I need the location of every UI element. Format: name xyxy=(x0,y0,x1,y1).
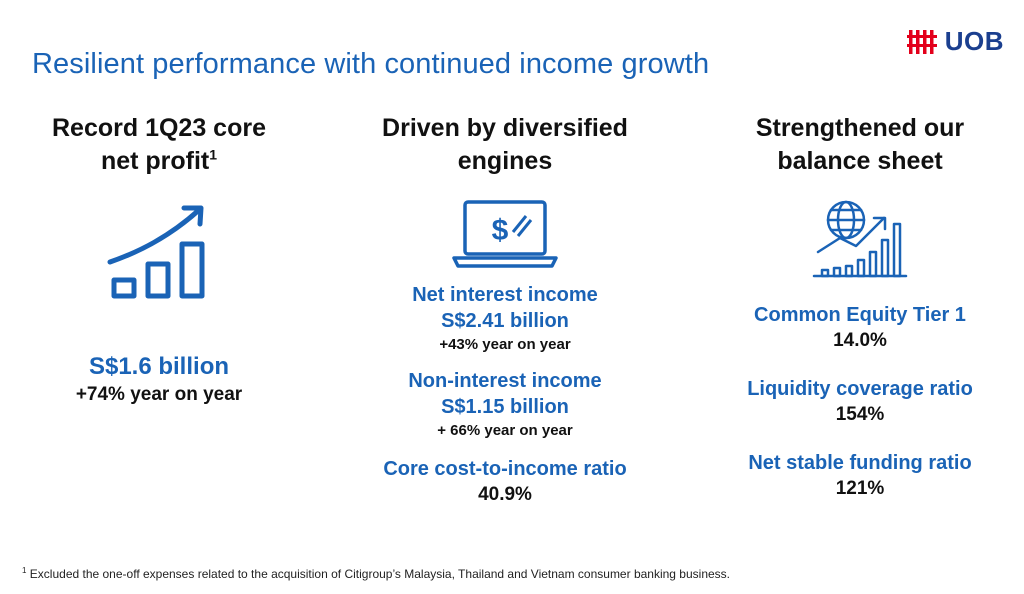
nsfr-label: Net stable funding ratio xyxy=(748,452,972,474)
balance-sheet-heading-line2: balance sheet xyxy=(777,147,943,175)
profit-column: Record 1Q23 core net profit1 S$1.6 billi… xyxy=(20,112,298,408)
logo-text: UOB xyxy=(944,26,1004,56)
non-interest-income-change: + 66% year on year xyxy=(437,422,573,439)
profit-heading-line1: Record 1Q23 core xyxy=(52,114,266,142)
lcr-value: 154% xyxy=(835,404,885,425)
non-interest-income-label: Non-interest income xyxy=(408,370,602,392)
uob-logo: UOB xyxy=(906,26,1004,57)
cet1-value: 14.0% xyxy=(833,330,887,351)
profit-heading-line2: net profit xyxy=(100,147,210,175)
engines-heading-line2: engines xyxy=(457,147,553,175)
profit-heading: Record 1Q23 core net profit1 xyxy=(20,112,298,178)
cost-income-ratio-value: 40.9% xyxy=(478,484,532,505)
cet1-label: Common Equity Tier 1 xyxy=(754,304,966,326)
balance-sheet-heading-line1: Strengthened our xyxy=(755,114,965,142)
metric-block: Core cost-to-income ratio 40.9% xyxy=(355,456,655,508)
non-interest-income-value: S$1.15 billion xyxy=(441,396,569,418)
globe-chart-icon xyxy=(812,200,908,278)
laptop-dollar-icon: $ xyxy=(452,200,558,268)
balance-sheet-heading: Strengthened our balance sheet xyxy=(715,112,1005,178)
net-interest-income-label: Net interest income xyxy=(412,284,598,306)
net-interest-income-value: S$2.41 billion xyxy=(441,310,569,332)
lcr-label: Liquidity coverage ratio xyxy=(747,378,973,400)
cost-income-ratio-label: Core cost-to-income ratio xyxy=(383,458,627,480)
net-interest-income-change: +43% year on year xyxy=(439,336,571,353)
growth-chart-icon xyxy=(107,205,205,299)
engines-heading-line1: Driven by diversified xyxy=(382,114,628,142)
footnote-text: Excluded the one-off expenses related to… xyxy=(29,567,731,581)
engines-heading: Driven by diversified engines xyxy=(355,112,655,178)
metric-block: Common Equity Tier 1 14.0% xyxy=(715,302,1005,354)
nsfr-value: 121% xyxy=(835,478,885,499)
engines-column: Driven by diversified engines $ Net inte… xyxy=(355,112,655,508)
balance-sheet-column: Strengthened our balance sheet xyxy=(715,112,1005,502)
profit-change: +74% year on year xyxy=(75,384,243,405)
footnote-number: 1 xyxy=(22,566,27,575)
page-title: Resilient performance with continued inc… xyxy=(32,48,710,80)
metric-block: Net interest income S$2.41 billion +43% … xyxy=(355,282,655,356)
metric-block: Non-interest income S$1.15 billion + 66%… xyxy=(355,368,655,442)
metric-block: Net stable funding ratio 121% xyxy=(715,450,1005,502)
uob-logo-icon xyxy=(906,29,937,54)
svg-text:$: $ xyxy=(492,214,509,247)
metric-block: Liquidity coverage ratio 154% xyxy=(715,376,1005,428)
footnote-mark: 1 xyxy=(209,146,218,163)
footnote: 1 Excluded the one-off expenses related … xyxy=(22,566,730,581)
profit-value: S$1.6 billion xyxy=(88,353,230,380)
